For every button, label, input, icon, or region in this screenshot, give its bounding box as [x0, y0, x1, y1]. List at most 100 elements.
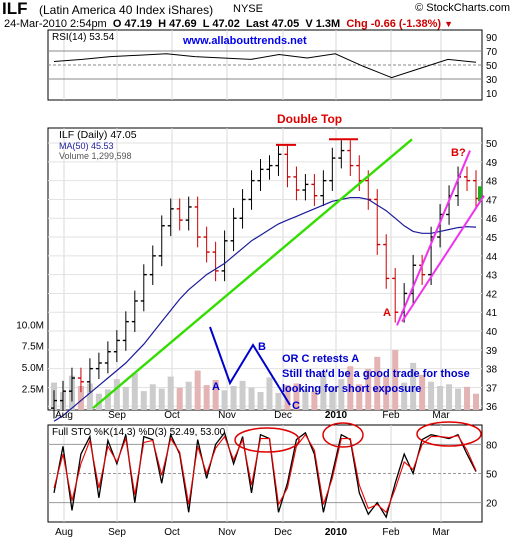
down-arrow-icon: ▼: [444, 19, 454, 29]
volume-bars: [51, 350, 479, 410]
volume-bar-3: [77, 386, 84, 410]
price-tick-47: 47: [486, 195, 498, 206]
volume-bar-38: [392, 350, 399, 410]
last-bar-marker: [478, 186, 482, 202]
stoch-series-%K: [53, 431, 477, 519]
volume-bar-28: [302, 389, 309, 410]
volume-bar-12: [158, 388, 165, 410]
ohlc-readout: 24-Mar-2010 2:54pm O 47.19 H 47.69 L 47.…: [4, 18, 453, 30]
stoch-circle-1: [234, 427, 300, 453]
volume-bar-43: [437, 386, 444, 410]
volume-bar-20: [230, 386, 237, 410]
last-value: Last 47.05: [246, 18, 300, 30]
note-line-1: OR C retests A: [282, 353, 359, 365]
month-label-5: 2010: [325, 410, 348, 421]
volume-bar-44: [446, 384, 453, 410]
volume-bar-16: [194, 370, 201, 410]
volume-bar-45: [455, 388, 462, 410]
volume-bar-35: [365, 368, 372, 410]
volume-bar-26: [284, 385, 291, 410]
volume-bar-8: [122, 386, 129, 410]
axis-labels: AugAugSepSepOctOctNovNovDecDec20102010Fe…: [16, 33, 497, 538]
month-label-6: Feb: [382, 410, 400, 421]
volume-bar-25: [275, 392, 282, 410]
volume-bar-47: [473, 393, 479, 410]
stoch-series-%D: [53, 433, 477, 514]
brand-watermark: © StockCharts.com: [415, 2, 510, 14]
volume-value: V 1.3M: [305, 18, 341, 30]
site-url: www.allabouttrends.net: [183, 35, 307, 47]
month-label-7: Mar: [432, 410, 450, 421]
exchange: NYSE: [233, 3, 263, 15]
price-tick-43: 43: [486, 271, 498, 282]
volume-bar-19: [221, 390, 228, 410]
change-value: Chg -0.66 (-1.38%): [346, 18, 442, 30]
price-tick-42: 42: [486, 289, 498, 300]
rsi-legend: RSI(14) 53.54: [52, 32, 115, 43]
month-label-1: Sep: [108, 410, 126, 421]
abc-point-a: A: [212, 381, 220, 393]
volume-bar-13: [167, 376, 174, 410]
volume-bar-34: [356, 384, 363, 410]
volume-bar-11: [149, 384, 156, 410]
rsi-line: [53, 53, 477, 79]
volume-bar-30: [320, 371, 327, 410]
volume-tick-1: 5.0M: [22, 363, 44, 374]
volume-tick-0: 2.5M: [22, 385, 44, 396]
quote-date: 24-Mar-2010 2:54pm: [4, 18, 107, 30]
price-title: ILF (Daily) 47.05: [59, 129, 137, 141]
volume-bar-40: [410, 362, 417, 410]
month-label-bottom-5: 2010: [325, 527, 348, 538]
ma-legend: MA(50) 45.53: [59, 141, 114, 151]
month-label-bottom-6: Feb: [382, 527, 400, 538]
month-label-0: Aug: [55, 410, 73, 421]
stoch-circle-3: [416, 421, 482, 447]
chart-annotations: [92, 138, 485, 453]
price-tick-36: 36: [486, 402, 498, 413]
stoch-tick-20: 20: [486, 499, 498, 510]
open-value: O 47.19: [112, 18, 152, 30]
ma50-polyline: [53, 197, 477, 422]
volume-bar-39: [401, 382, 408, 410]
price-tick-39: 39: [486, 346, 498, 357]
note-line-2: Still that'd be a good trade for those: [282, 368, 470, 380]
volume-bar-27: [293, 383, 300, 410]
uptrend-line: [92, 138, 413, 410]
volume-bar-9: [131, 373, 138, 410]
volume-bar-17: [203, 385, 210, 410]
volume-tick-2: 7.5M: [22, 342, 44, 353]
price-candles: [51, 140, 482, 419]
volume-bar-29: [311, 391, 318, 410]
month-label-4: Dec: [274, 410, 292, 421]
volume-bar-32: [338, 379, 345, 410]
price-tick-49: 49: [486, 158, 498, 169]
volume-bar-6: [104, 389, 111, 410]
volume-bar-22: [248, 387, 255, 410]
point-b-question: B?: [451, 147, 466, 159]
volume-bar-21: [239, 380, 246, 410]
price-tick-41: 41: [486, 308, 498, 319]
month-label-bottom-1: Sep: [108, 527, 126, 538]
volume-bar-10: [140, 391, 147, 410]
volume-bar-23: [257, 392, 264, 410]
month-label-bottom-7: Mar: [432, 527, 450, 538]
price-tick-45: 45: [486, 233, 498, 244]
month-label-bottom-0: Aug: [55, 527, 73, 538]
volume-bar-14: [176, 387, 183, 410]
month-label-3: Nov: [218, 410, 236, 421]
price-tick-50: 50: [486, 139, 498, 150]
low-value: L 47.02: [202, 18, 240, 30]
ma50-line: [53, 197, 477, 422]
grid-lines: [48, 30, 482, 522]
abc-point-b: B: [258, 341, 266, 353]
price-tick-37: 37: [486, 383, 498, 394]
volume-bar-15: [185, 381, 192, 410]
volume-bar-4: [86, 383, 93, 410]
volume-tick-3: 10.0M: [16, 320, 44, 331]
month-label-bottom-3: Nov: [218, 527, 236, 538]
point-a-red: A: [383, 307, 391, 319]
channel-lower-line: [401, 195, 485, 323]
rsi-polyline: [53, 53, 477, 79]
ticker-symbol: ILF: [2, 0, 28, 18]
